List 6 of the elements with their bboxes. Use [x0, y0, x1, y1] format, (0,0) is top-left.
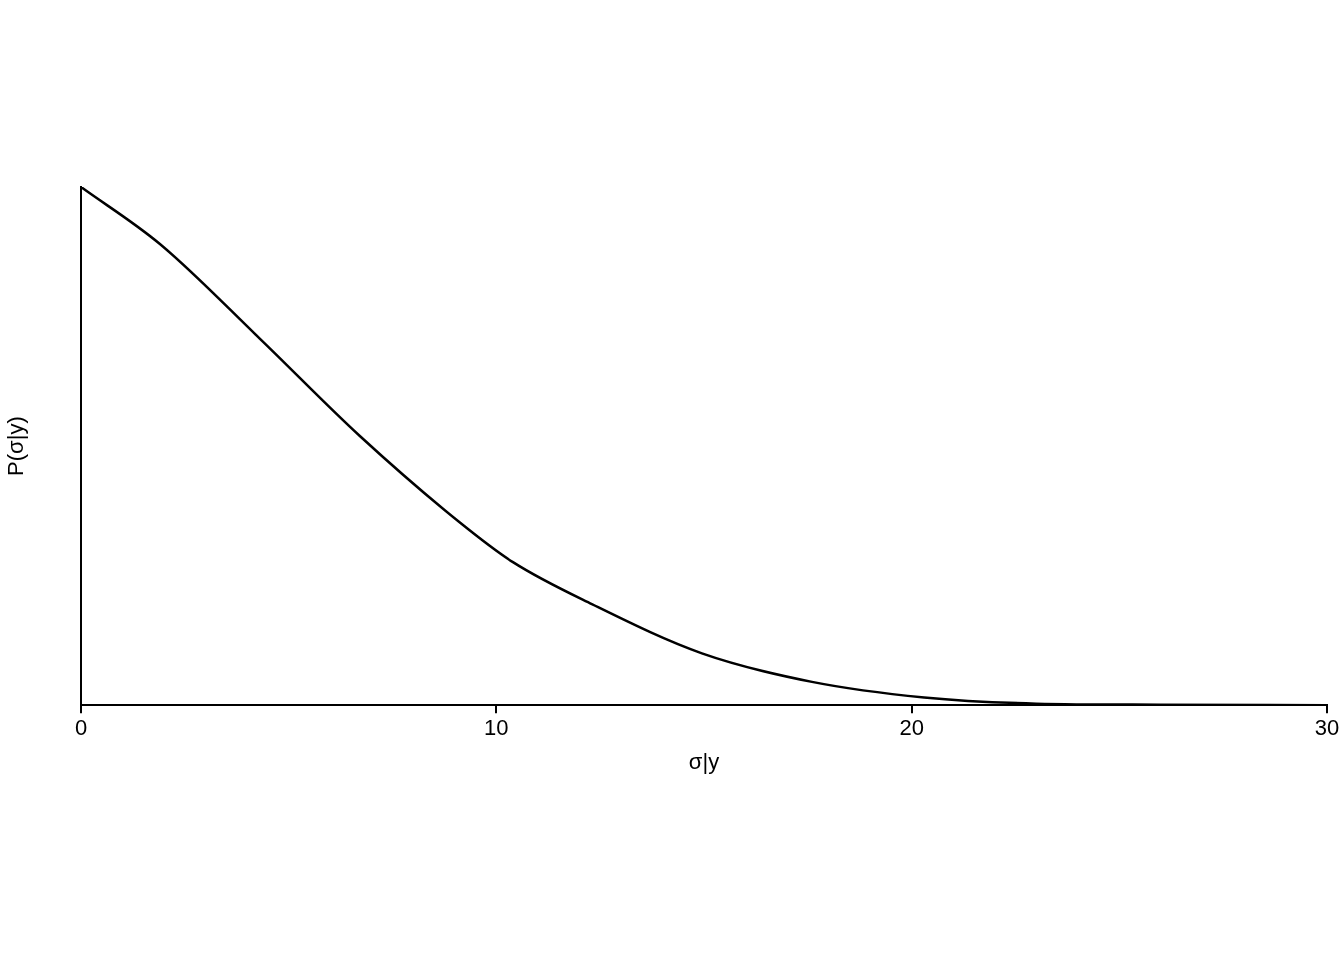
y-axis-title: P(σ|y) — [3, 416, 29, 476]
x-axis-title: σ|y — [688, 748, 720, 774]
x-tick-label: 0 — [74, 715, 88, 741]
x-tick-label: 30 — [1314, 715, 1340, 741]
x-tick-label: 10 — [484, 715, 509, 741]
x-tick-label: 20 — [899, 715, 924, 741]
